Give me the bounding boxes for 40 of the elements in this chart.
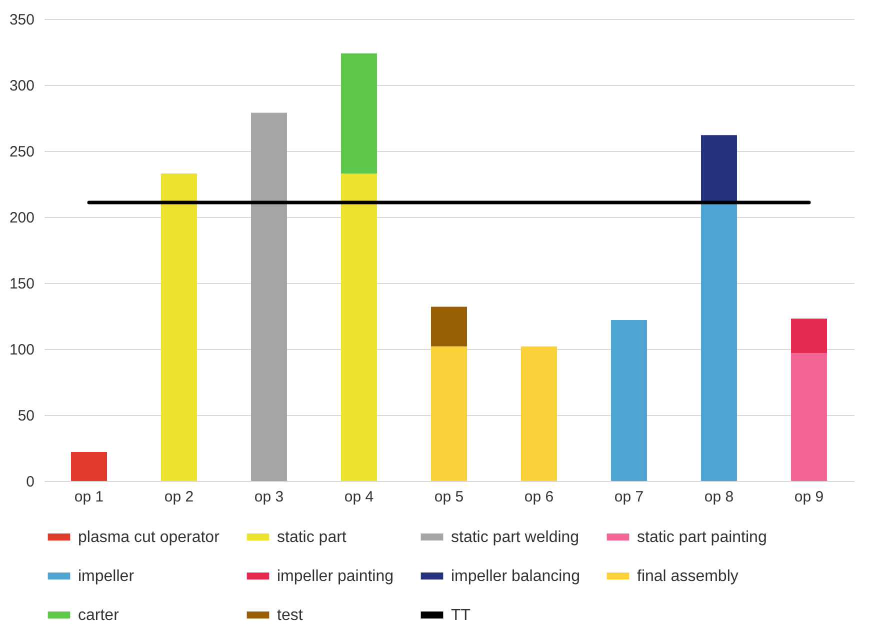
x-tick-label: op 4: [344, 488, 374, 506]
legend-label: static part painting: [637, 529, 767, 546]
bar: [701, 135, 737, 202]
bar: [431, 346, 467, 481]
y-tick-label: 100: [9, 342, 34, 358]
bar: [161, 173, 197, 481]
bar: [521, 346, 557, 481]
y-tick-label: 200: [9, 210, 34, 226]
legend-label: test: [277, 607, 304, 624]
legend-label: impeller: [78, 568, 135, 585]
x-tick-label: op 3: [254, 488, 284, 506]
y-tick-label: 150: [9, 276, 34, 292]
legend-label: plasma cut operator: [78, 529, 220, 546]
y-tick-label: 300: [9, 78, 34, 94]
y-tick-label: 350: [9, 12, 34, 28]
x-tick-label: op 7: [614, 488, 644, 506]
x-tick-label: op 9: [794, 488, 824, 506]
bar: [611, 320, 647, 481]
bar: [431, 306, 467, 346]
legend-label: impeller painting: [277, 568, 394, 585]
x-tick-label: op 1: [74, 488, 104, 506]
y-tick-label: 0: [26, 474, 34, 490]
bar: [71, 452, 107, 481]
x-tick-label: op 2: [164, 488, 194, 506]
x-tick-label: op 6: [524, 488, 554, 506]
bar: [251, 112, 287, 481]
legend-label: carter: [78, 607, 120, 624]
legend-label: impeller balancing: [451, 568, 580, 585]
bar: [341, 53, 377, 174]
bar: [341, 173, 377, 481]
x-tick-label: op 5: [434, 488, 464, 506]
bar: [791, 352, 827, 481]
legend-label: static part: [277, 529, 347, 546]
bar: [791, 318, 827, 353]
legend-label: final assembly: [637, 568, 738, 585]
legend-label: TT: [451, 607, 471, 624]
legend-label: static part welding: [451, 529, 580, 546]
x-tick-label: op 8: [704, 488, 734, 506]
y-tick-label: 50: [18, 408, 34, 424]
y-tick-label: 250: [9, 144, 34, 160]
